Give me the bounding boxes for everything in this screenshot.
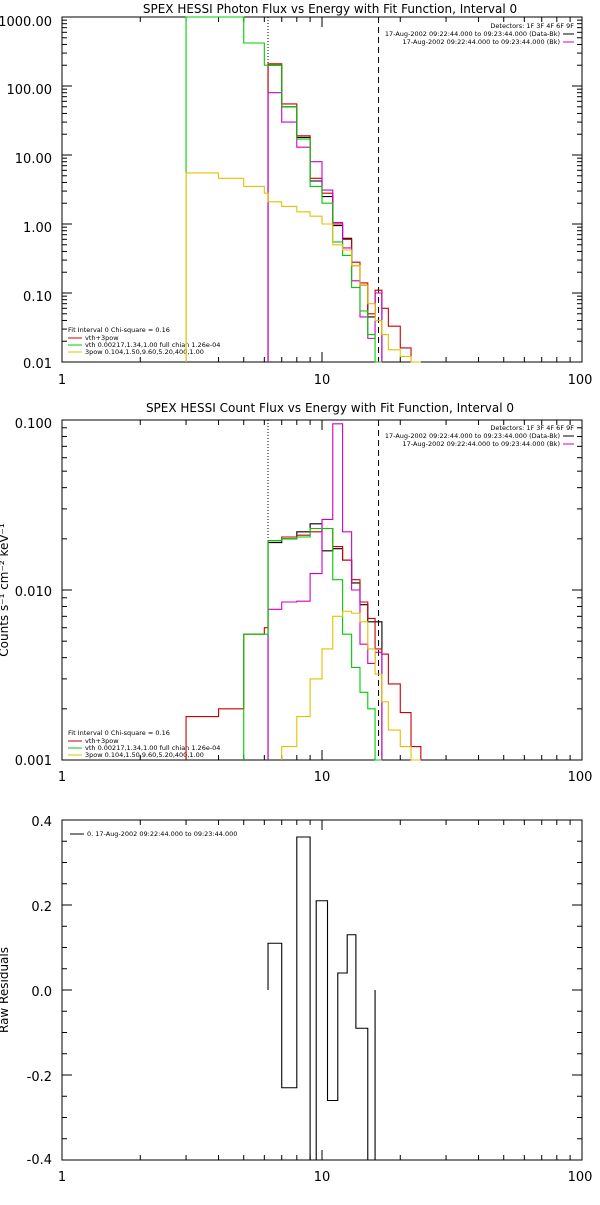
legend-vth-params: vth 0.00217,1.34,1.00 full chian 1.26e-0… [85, 341, 220, 349]
y-tick-label: 100.00 [7, 83, 53, 98]
y-axis-ticks [62, 16, 582, 363]
x-tick-label: 10 [314, 770, 331, 785]
legend-data-bk: 17-Aug-2002 09:22:44.000 to 09:23:44.000… [385, 30, 560, 38]
photon-flux-legend-bottom: Fit Interval 0 Chi-square = 0.16 vth+3po… [68, 326, 220, 356]
count-flux-legend-top: Detectors: 1F 3F 4F 6F 9F 17-Aug-2002 09… [385, 424, 574, 448]
y-tick-label: 1.00 [23, 221, 52, 236]
y-tick-label: 0.4 [31, 815, 52, 830]
count-flux-y-axis-label: Counts s⁻¹ cm⁻² keV⁻¹ [0, 523, 11, 657]
x-tick-label: 100 [568, 770, 593, 785]
legend-detectors: Detectors: 1F 3F 4F 6F 9F [490, 424, 574, 432]
x-tick-label: 10 [314, 1170, 331, 1185]
x-tick-label: 100 [568, 373, 593, 388]
count-flux-legend-bottom: Fit Interval 0 Chi-square = 0.16 vth+3po… [68, 729, 220, 759]
legend-3pow-params: 3pow 0.104,1.50,9.60,5.20,400,1.00 [85, 348, 204, 356]
x-tick-label: 1 [58, 373, 66, 388]
legend-fit-interval: Fit Interval 0 Chi-square = 0.16 [68, 326, 170, 334]
residuals-panel: 0.4 0.2 0.0 -0.2 -0.4 Raw Residuals 1 10… [0, 815, 592, 1185]
data-series-line-3 [243, 527, 382, 761]
x-axis-ticks [61, 820, 571, 1160]
photon-flux-x-ticks: 1 10 100 [58, 373, 593, 388]
count-flux-x-ticks: 1 10 100 [58, 770, 593, 785]
photon-flux-series-group [61, 16, 582, 363]
legend-bk: 17-Aug-2002 09:22:44.000 to 09:23:44.000… [403, 440, 560, 448]
y-tick-label: 0.100 [15, 417, 52, 432]
residuals-series-group [61, 819, 582, 1161]
y-tick-label: 1000.00 [0, 15, 52, 30]
residuals-legend-label: 0. 17-Aug-2002 09:22:44.000 to 09:23:44.… [87, 830, 237, 838]
data-series-line-0 [267, 64, 383, 362]
y-axis-ticks [62, 819, 582, 1161]
count-flux-panel: SPEX HESSI Count Flux vs Energy with Fit… [0, 401, 592, 785]
y-tick-label: -0.2 [27, 1070, 52, 1085]
data-series-line-1 [267, 63, 412, 362]
legend-bk: 17-Aug-2002 09:22:44.000 to 09:23:44.000… [403, 38, 560, 46]
y-axis-ticks [62, 419, 582, 761]
residuals-plot-frame [61, 819, 583, 1161]
count-flux-title: SPEX HESSI Count Flux vs Energy with Fit… [146, 401, 514, 415]
x-tick-label: 10 [314, 373, 331, 388]
photon-flux-title: SPEX HESSI Photon Flux vs Energy with Fi… [143, 2, 517, 16]
x-tick-label: 100 [568, 1170, 593, 1185]
y-tick-label: 10.00 [15, 152, 52, 167]
legend-vth-3pow: vth+3pow [85, 334, 119, 342]
legend-data-bk: 17-Aug-2002 09:22:44.000 to 09:23:44.000… [385, 432, 560, 440]
data-series-line-4 [185, 172, 421, 363]
photon-flux-panel: SPEX HESSI Photon Flux vs Energy with Fi… [0, 2, 592, 388]
legend-vth-3pow: vth+3pow [85, 737, 119, 745]
x-axis-ticks [61, 17, 571, 362]
data-series-line-0 [267, 523, 383, 760]
count-flux-plot-frame [61, 419, 583, 761]
data-series-line-1 [185, 527, 422, 760]
x-tick-label: 1 [58, 1170, 66, 1185]
legend-detectors: Detectors: 1F 3F 4F 6F 9F [490, 22, 574, 30]
y-tick-label: 0.0 [31, 985, 52, 1000]
data-series-line-2 [267, 92, 383, 362]
y-tick-label: 0.10 [23, 290, 52, 305]
photon-flux-y-ticks: 1000.00 100.00 10.00 1.00 0.10 0.01 [0, 15, 52, 372]
count-flux-y-ticks: 0.100 0.010 0.001 [15, 417, 52, 769]
x-tick-label: 1 [58, 770, 66, 785]
data-series-line-3 [185, 16, 382, 363]
legend-fit-interval: Fit Interval 0 Chi-square = 0.16 [68, 729, 170, 737]
residuals-x-ticks: 1 10 100 [58, 1170, 593, 1185]
data-series-line-4 [281, 610, 421, 761]
y-tick-label: 0.2 [31, 900, 52, 915]
y-tick-label: 0.001 [15, 754, 52, 769]
y-tick-label: -0.4 [27, 1153, 52, 1168]
residuals-y-ticks: 0.4 0.2 0.0 -0.2 -0.4 [27, 815, 52, 1168]
residuals-y-axis-label: Raw Residuals [0, 947, 11, 1033]
legend-3pow-params: 3pow 0.104,1.50,9.60,5.20,400,1.00 [85, 751, 204, 759]
data-series-line-2 [267, 423, 383, 760]
data-series-line-0 [267, 836, 376, 1161]
legend-vth-params: vth 0.00217,1.34,1.00 full chian 1.26e-0… [85, 744, 220, 752]
count-flux-series-group [61, 419, 582, 761]
y-tick-label: 0.010 [15, 585, 52, 600]
photon-flux-legend-top: Detectors: 1F 3F 4F 6F 9F 17-Aug-2002 09… [385, 22, 574, 46]
y-tick-label: 0.01 [23, 357, 52, 372]
x-axis-ticks [61, 420, 571, 760]
residuals-legend: 0. 17-Aug-2002 09:22:44.000 to 09:23:44.… [70, 830, 237, 838]
